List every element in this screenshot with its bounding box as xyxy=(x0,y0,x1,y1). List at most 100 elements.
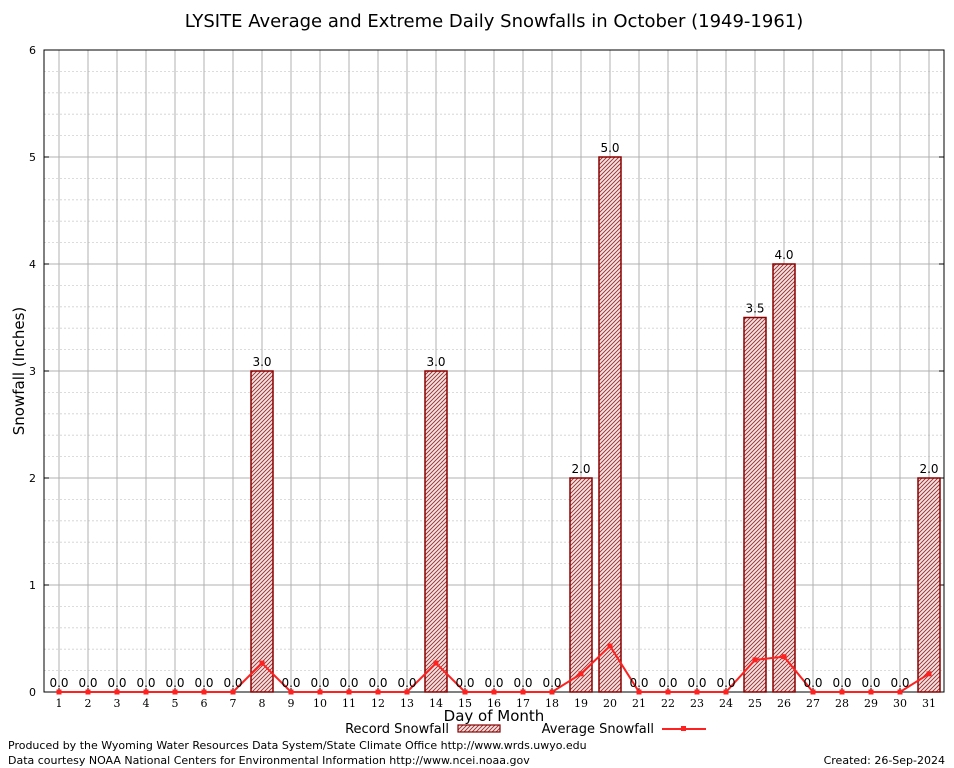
bar-value-label: 5.0 xyxy=(600,141,619,155)
x-tick-label: 15 xyxy=(458,697,472,710)
bar-value-label: 0.0 xyxy=(107,676,126,690)
average-point xyxy=(230,689,236,695)
record-bar xyxy=(917,477,941,693)
credit-line-2: Data courtesy NOAA National Centers for … xyxy=(8,754,530,767)
bar-value-label: 0.0 xyxy=(687,676,706,690)
average-point xyxy=(839,689,845,695)
bar-value-label: 0.0 xyxy=(223,676,242,690)
y-tick-label: 2 xyxy=(29,472,36,485)
x-tick-label: 19 xyxy=(574,697,588,710)
bar-value-label: 0.0 xyxy=(890,676,909,690)
bar-value-label: 0.0 xyxy=(310,676,329,690)
average-point xyxy=(549,689,555,695)
x-tick-label: 10 xyxy=(313,697,327,710)
bar-value-label: 4.0 xyxy=(774,248,793,262)
average-point xyxy=(288,689,294,695)
bar-value-label: 0.0 xyxy=(658,676,677,690)
average-point xyxy=(317,689,323,695)
x-tick-label: 26 xyxy=(777,697,791,710)
average-point xyxy=(578,671,584,677)
legend-record-label: Record Snowfall xyxy=(345,722,449,737)
average-point xyxy=(926,671,932,677)
credit-line-1: Produced by the Wyoming Water Resources … xyxy=(8,739,587,752)
bar-value-label: 2.0 xyxy=(571,462,590,476)
average-point xyxy=(694,689,700,695)
average-point xyxy=(607,643,613,649)
average-point xyxy=(346,689,352,695)
y-tick-label: 0 xyxy=(29,686,36,699)
x-tick-label: 20 xyxy=(603,697,617,710)
bar-value-label: 0.0 xyxy=(803,676,822,690)
bar-value-label: 0.0 xyxy=(339,676,358,690)
x-tick-label: 30 xyxy=(893,697,907,710)
average-point xyxy=(85,689,91,695)
y-tick-label: 1 xyxy=(29,579,36,592)
x-tick-label: 29 xyxy=(864,697,878,710)
bar-value-label: 0.0 xyxy=(368,676,387,690)
x-tick-label: 6 xyxy=(201,697,208,710)
record-bar xyxy=(772,263,796,693)
average-point xyxy=(56,689,62,695)
x-tick-label: 13 xyxy=(400,697,414,710)
bar-value-label: 0.0 xyxy=(861,676,880,690)
record-snowfall-bars xyxy=(250,156,941,693)
chart-title: LYSITE Average and Extreme Daily Snowfal… xyxy=(185,11,804,32)
average-point xyxy=(433,660,439,666)
average-point xyxy=(201,689,207,695)
x-tick-label: 9 xyxy=(288,697,295,710)
y-tick-label: 3 xyxy=(29,365,36,378)
average-point xyxy=(810,689,816,695)
x-tick-label: 18 xyxy=(545,697,559,710)
average-point xyxy=(520,689,526,695)
bar-value-label: 0.0 xyxy=(716,676,735,690)
x-tick-label: 17 xyxy=(516,697,530,710)
x-tick-label: 3 xyxy=(114,697,121,710)
record-bar xyxy=(424,370,448,693)
y-axis-ticks: 0 1 2 3 4 5 6 xyxy=(29,44,944,699)
bar-value-label: 0.0 xyxy=(629,676,648,690)
average-point xyxy=(259,660,265,666)
legend-record-swatch xyxy=(457,724,501,733)
bar-value-label: 0.0 xyxy=(194,676,213,690)
bar-value-label: 0.0 xyxy=(513,676,532,690)
y-axis-label: Snowfall (Inches) xyxy=(10,307,28,435)
average-point xyxy=(897,689,903,695)
bar-value-label: 3.5 xyxy=(745,302,764,316)
x-tick-label: 23 xyxy=(690,697,704,710)
x-axis-label: Day of Month xyxy=(444,707,545,725)
bar-value-labels: 0.0 0.0 0.0 0.0 0.0 0.0 0.0 3.0 0.0 0.0 0.0 0.0 0.0 3… xyxy=(49,141,938,690)
x-tick-label: 4 xyxy=(143,697,150,710)
bar-value-label: 0.0 xyxy=(49,676,68,690)
legend-average-label: Average Snowfall xyxy=(542,722,654,737)
x-tick-label: 31 xyxy=(922,697,936,710)
x-tick-label: 25 xyxy=(748,697,762,710)
x-tick-label: 2 xyxy=(85,697,92,710)
y-tick-label: 5 xyxy=(29,151,36,164)
x-tick-label: 27 xyxy=(806,697,820,710)
x-tick-label: 8 xyxy=(259,697,266,710)
x-tick-label: 7 xyxy=(230,697,237,710)
legend-average-marker xyxy=(681,726,686,731)
x-tick-label: 11 xyxy=(342,697,356,710)
record-bar xyxy=(598,156,622,693)
bar-value-label: 3.0 xyxy=(426,355,445,369)
average-snowfall-line xyxy=(56,643,932,695)
bar-value-label: 0.0 xyxy=(136,676,155,690)
legend: Record Snowfall Average Snowfall xyxy=(345,722,706,737)
y-tick-label: 6 xyxy=(29,44,36,57)
average-point xyxy=(723,689,729,695)
average-point xyxy=(462,689,468,695)
x-tick-label: 1 xyxy=(56,697,63,710)
major-gridlines xyxy=(44,50,944,692)
x-tick-label: 12 xyxy=(371,697,385,710)
average-point xyxy=(114,689,120,695)
bar-value-label: 0.0 xyxy=(397,676,416,690)
average-point xyxy=(665,689,671,695)
bar-value-label: 2.0 xyxy=(919,462,938,476)
x-tick-label: 21 xyxy=(632,697,646,710)
x-tick-label: 14 xyxy=(429,697,443,710)
x-tick-label: 16 xyxy=(487,697,501,710)
bar-value-label: 0.0 xyxy=(455,676,474,690)
bar-value-label: 3.0 xyxy=(252,355,271,369)
